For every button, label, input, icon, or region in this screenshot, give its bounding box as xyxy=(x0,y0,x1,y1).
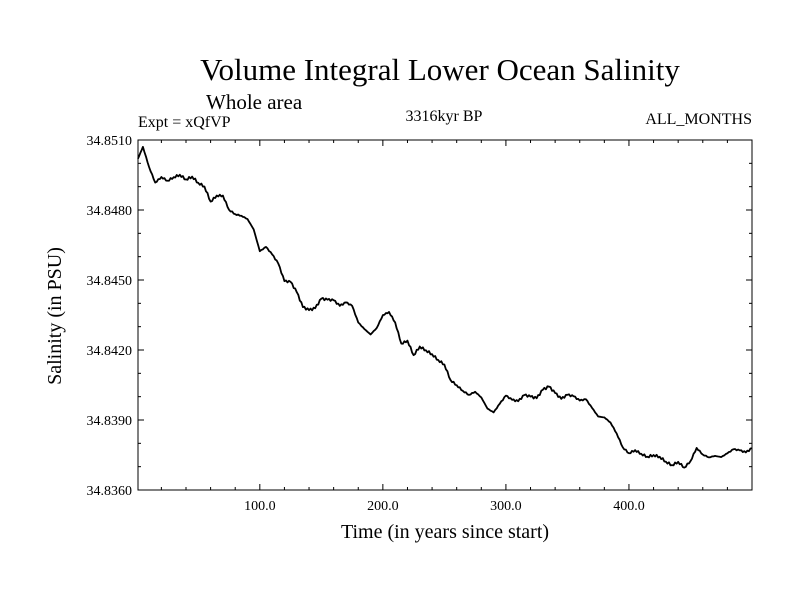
y-tick-label: 34.8480 xyxy=(87,204,133,219)
y-tick-label: 34.8390 xyxy=(87,414,133,429)
x-axis-label: Time (in years since start) xyxy=(341,521,549,543)
y-tick-label: 34.8360 xyxy=(87,484,133,499)
x-tick-label: 400.0 xyxy=(613,499,645,514)
months-label: ALL_MONTHS xyxy=(645,111,752,128)
plot-frame xyxy=(137,139,753,491)
y-tick-label: 34.8450 xyxy=(87,274,133,289)
x-axis-tick-labels: 100.0 200.0 300.0 400.0 xyxy=(244,499,645,514)
x-tick-label: 100.0 xyxy=(244,499,276,514)
x-axis-ticks xyxy=(160,140,728,490)
y-tick-label: 34.8510 xyxy=(87,134,133,149)
chart-subtitle: Whole area xyxy=(206,90,303,114)
y-axis-ticks xyxy=(138,139,752,491)
salinity-series-line xyxy=(137,145,753,469)
x-tick-label: 300.0 xyxy=(490,499,522,514)
experiment-label: Expt = xQfVP xyxy=(138,114,231,131)
x-tick-label: 200.0 xyxy=(367,499,399,514)
y-axis-tick-labels: 34.8360 34.8390 34.8420 34.8450 34.8480 34.85… xyxy=(87,134,133,499)
y-tick-label: 34.8420 xyxy=(87,344,133,359)
chart-title: Volume Integral Lower Ocean Salinity xyxy=(200,52,680,87)
period-label: 3316kyr BP xyxy=(406,108,483,125)
y-axis-label: Salinity (in PSU) xyxy=(44,247,66,385)
